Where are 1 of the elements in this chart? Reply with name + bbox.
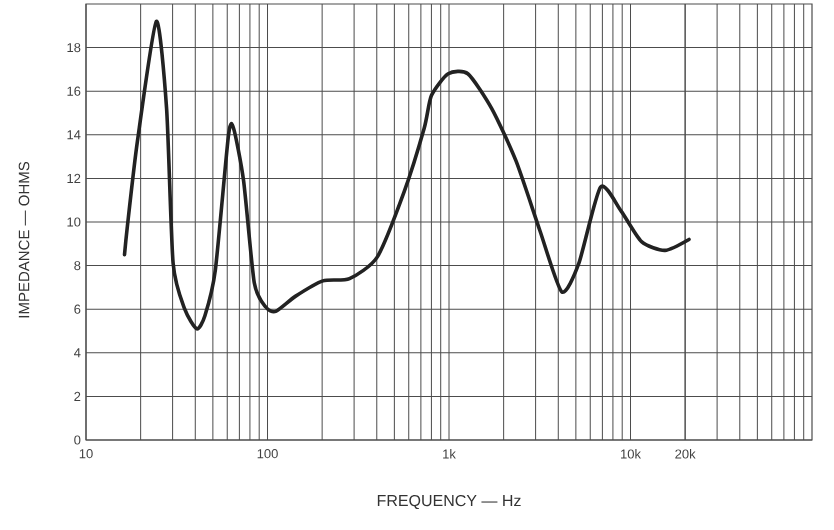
x-axis-title: FREQUENCY — Hz	[377, 494, 521, 510]
